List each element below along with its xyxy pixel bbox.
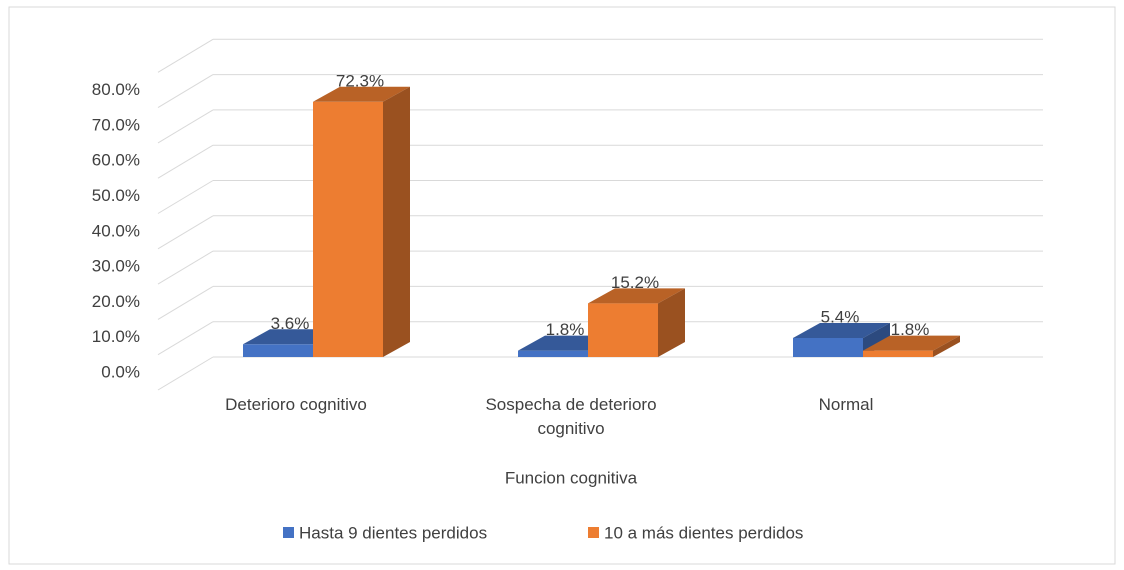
value-label: 1.8%: [546, 320, 585, 339]
grid-line-side: [157, 38, 214, 73]
bar-front: [793, 337, 863, 357]
bar: [313, 86, 410, 357]
y-tick-label: 70.0%: [92, 115, 140, 134]
grid-line-side: [157, 356, 214, 391]
legend-label: 10 a más dientes perdidos: [604, 523, 803, 542]
grid-line-side: [157, 109, 214, 144]
bar-front: [863, 350, 933, 357]
bar-top: [793, 322, 890, 338]
grid-line-side: [157, 215, 214, 250]
x-tick-label: Deterioro cognitivo: [225, 395, 367, 414]
grid-line-side: [157, 250, 214, 285]
bar-front: [518, 350, 588, 357]
x-axis-title: Funcion cognitiva: [505, 468, 638, 487]
bar-front: [243, 344, 313, 357]
legend-label: Hasta 9 dientes perdidos: [299, 523, 487, 542]
grid-line-side: [157, 285, 214, 320]
value-label: 3.6%: [271, 314, 310, 333]
grid-line-side: [157, 180, 214, 214]
value-label: 1.8%: [891, 320, 930, 339]
x-tick-label: Normal: [818, 395, 874, 414]
y-tick-label: 50.0%: [92, 186, 140, 205]
x-tick-label-box: Deterioro cognitivo: [225, 395, 367, 414]
bar-top: [313, 86, 410, 102]
chart-frame: [8, 6, 1116, 565]
value-label: 15.2%: [611, 273, 659, 292]
legend-swatch: [588, 527, 599, 538]
value-label: 72.3%: [336, 71, 384, 90]
bar-top: [588, 288, 685, 304]
bar-front: [588, 303, 658, 357]
grid-line-side: [157, 144, 214, 179]
bar-side: [383, 86, 410, 357]
x-tick-label: Sospecha de deterioro cognitivo: [485, 395, 657, 438]
y-tick-label: 10.0%: [92, 327, 140, 346]
y-tick-label: 60.0%: [92, 151, 140, 170]
bar: [588, 288, 685, 357]
bar-side: [658, 288, 685, 357]
x-tick-label-box: Sospecha de deterioro cognitivo: [485, 395, 657, 438]
y-tick-label: 40.0%: [92, 221, 140, 240]
y-tick-label: 80.0%: [92, 80, 140, 99]
y-tick-label: 0.0%: [101, 362, 140, 381]
y-tick-label: 30.0%: [92, 257, 140, 276]
y-tick-label: 20.0%: [92, 292, 140, 311]
bar-top: [863, 335, 960, 351]
legend-swatch: [283, 527, 294, 538]
bar-front: [313, 101, 383, 357]
value-label: 5.4%: [821, 307, 860, 326]
bar: [863, 335, 960, 357]
bar-side: [933, 335, 960, 357]
grid-line-side: [157, 321, 214, 356]
x-tick-label-box: Normal: [818, 395, 874, 414]
grid-line-side: [157, 74, 214, 109]
